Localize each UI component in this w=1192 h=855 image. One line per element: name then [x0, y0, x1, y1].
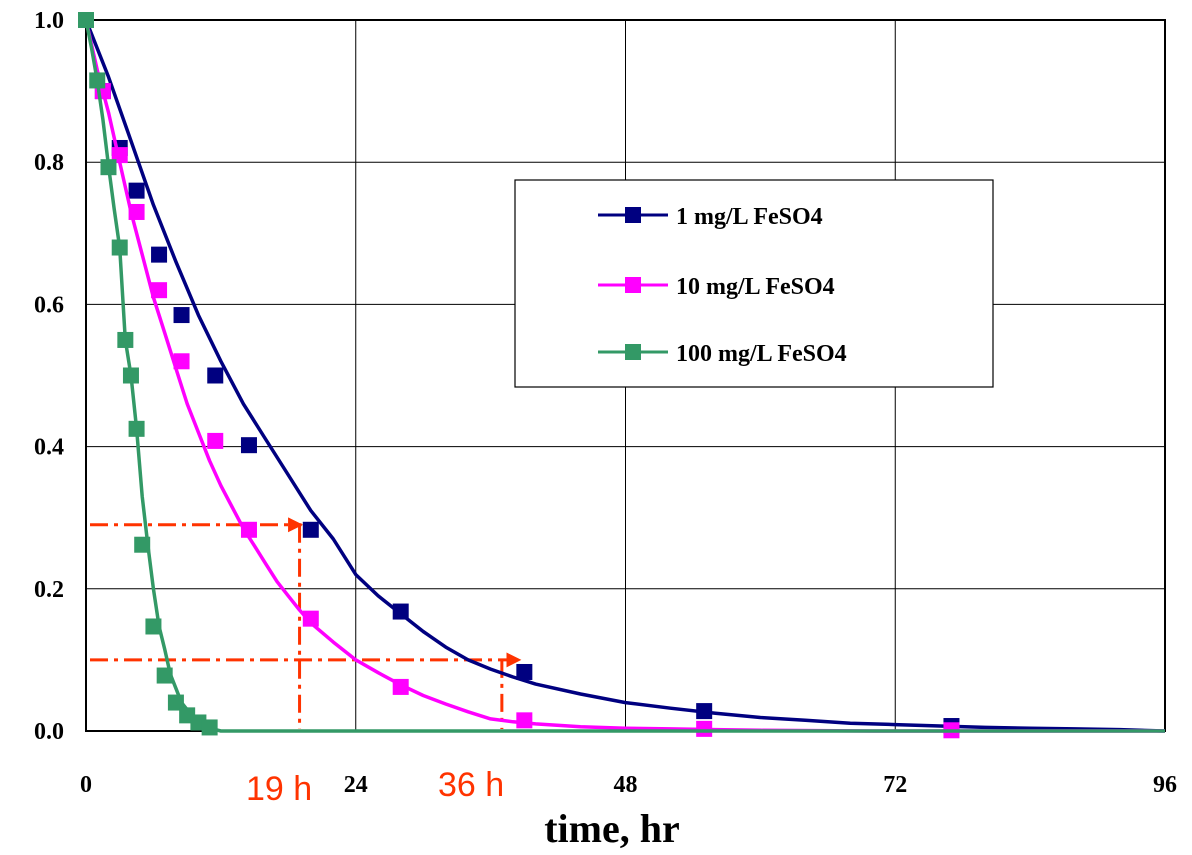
data-point-marker	[201, 719, 218, 736]
y-tick-label: 0.0	[34, 719, 64, 745]
annotation-label-36h: 36 h	[438, 766, 504, 804]
legend-label-100mg: 100 mg/L FeSO4	[676, 341, 847, 367]
data-point-marker	[117, 331, 134, 348]
series-line	[84, 19, 1166, 733]
data-point-marker	[111, 147, 128, 164]
series-line	[84, 19, 1165, 733]
data-point-marker	[392, 678, 409, 695]
x-tick-label: 48	[614, 772, 638, 798]
data-point-marker	[128, 420, 145, 437]
data-point-marker	[240, 521, 257, 538]
annotation-label-19h: 19 h	[246, 770, 312, 808]
annotations	[90, 517, 522, 729]
data-point-marker	[302, 521, 319, 538]
series-line	[84, 19, 1165, 733]
data-point-marker	[151, 246, 168, 263]
data-point-marker	[128, 182, 145, 199]
data-point-marker	[128, 203, 145, 220]
data-point-marker	[78, 12, 94, 28]
series-layer	[78, 12, 1166, 739]
data-point-marker	[173, 307, 190, 324]
data-point-marker	[151, 282, 168, 299]
x-tick-label: 24	[344, 772, 368, 798]
data-point-marker	[134, 536, 151, 553]
y-tick-label: 0.4	[34, 435, 64, 461]
data-point-marker	[100, 159, 117, 176]
data-point-marker	[696, 720, 713, 737]
x-axis-ticks: 0 24 48 72 96	[80, 772, 1177, 798]
legend-marker-100mg	[625, 344, 641, 360]
y-tick-label: 1.0	[34, 8, 64, 34]
data-point-marker	[302, 610, 319, 627]
x-tick-label: 96	[1153, 772, 1177, 798]
data-point-marker	[516, 663, 533, 680]
data-point-marker	[167, 694, 184, 711]
data-point-marker	[696, 703, 713, 720]
legend-label-1mg: 1 mg/L FeSO4	[676, 204, 823, 230]
series-3	[78, 12, 1165, 736]
x-tick-label: 0	[80, 772, 92, 798]
data-point-marker	[145, 618, 162, 635]
data-point-marker	[173, 353, 190, 370]
legend-marker-10mg	[625, 277, 641, 293]
data-point-marker	[240, 437, 257, 454]
data-point-marker	[207, 432, 224, 449]
legend-marker-1mg	[625, 207, 641, 223]
y-tick-label: 0.6	[34, 292, 64, 318]
legend-label-10mg: 10 mg/L FeSO4	[676, 274, 835, 300]
data-point-marker	[89, 72, 106, 89]
y-axis-ticks: 0.0 0.2 0.4 0.6 0.8 1.0	[34, 8, 64, 745]
legend-box	[514, 179, 994, 388]
data-point-marker	[122, 367, 139, 384]
y-tick-label: 0.8	[34, 150, 64, 176]
x-axis-label: time, hr	[544, 806, 680, 851]
x-tick-label: 72	[883, 772, 907, 798]
data-point-marker	[516, 712, 533, 729]
y-tick-label: 0.2	[34, 577, 64, 603]
data-point-marker	[207, 367, 224, 384]
data-point-marker	[111, 239, 128, 256]
data-point-marker	[392, 603, 409, 620]
data-point-marker	[156, 667, 173, 684]
legend: 1 mg/L FeSO4 10 mg/L FeSO4 100 mg/L FeSO…	[514, 179, 994, 388]
